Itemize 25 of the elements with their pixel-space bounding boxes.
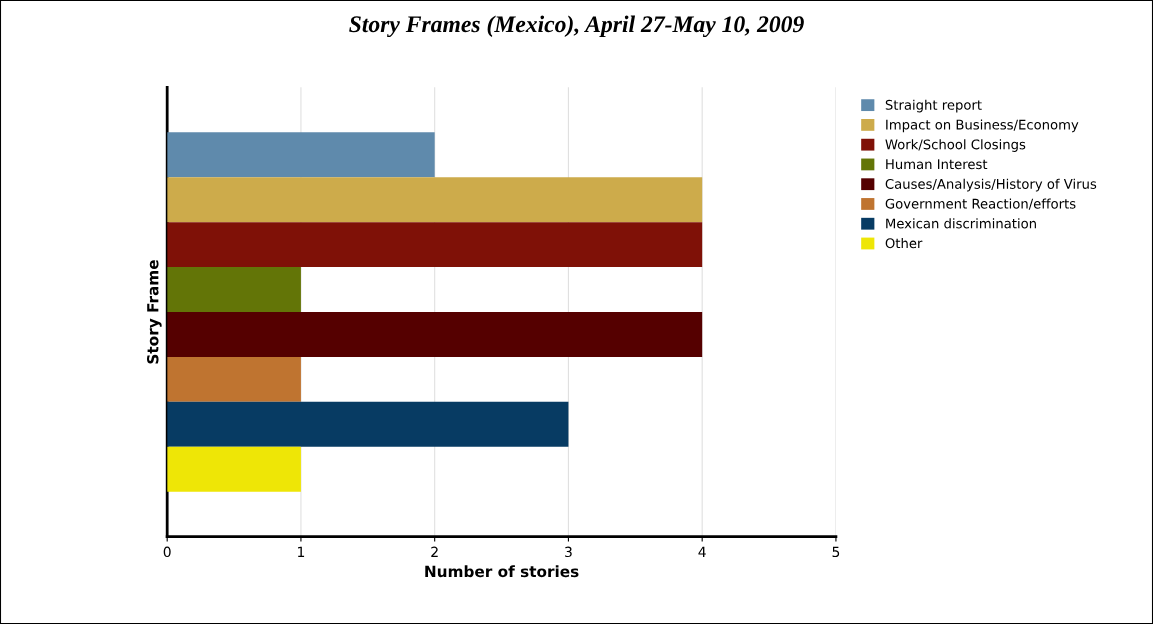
x-axis-title: Number of stories xyxy=(425,565,579,578)
legend-label: Straight report xyxy=(885,99,982,113)
bar xyxy=(167,132,435,178)
legend-label: Human Interest xyxy=(886,159,988,170)
legend-label: Impact on Business/Economy xyxy=(886,119,1079,133)
bar xyxy=(167,267,301,312)
bar xyxy=(167,401,569,447)
legend-label: Work/School Closings xyxy=(885,139,1026,152)
x-tick-label: 2 xyxy=(431,546,438,557)
bar xyxy=(167,177,703,223)
legend-label: Other xyxy=(885,237,923,249)
bar xyxy=(167,446,301,492)
x-tick-label: 4 xyxy=(698,546,706,557)
legend-label: Causes/Analysis/History of Virus xyxy=(885,178,1097,192)
legend-label: Mexican discrimination xyxy=(886,218,1036,229)
bar xyxy=(167,356,301,402)
y-axis-title: Story Frame xyxy=(146,260,162,364)
x-tick-label: 3 xyxy=(565,546,572,558)
x-tick-label: 1 xyxy=(298,546,305,557)
x-tick-label: 0 xyxy=(163,546,171,558)
chart-title: Story Frames (Mexico), April 27-May 10, 2009 xyxy=(349,15,804,38)
bar xyxy=(167,222,703,268)
legend-label: Government Reaction/efforts xyxy=(885,198,1076,210)
bar xyxy=(167,312,703,357)
x-tick-label: 5 xyxy=(832,546,840,558)
